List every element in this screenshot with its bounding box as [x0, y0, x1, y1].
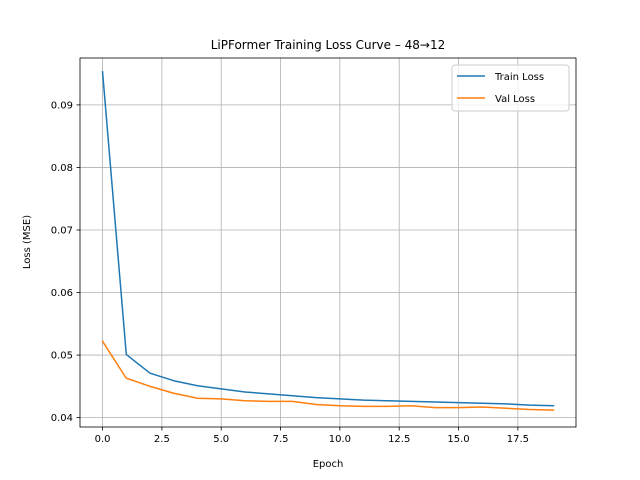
y-tick-label: 0.08 [51, 163, 73, 174]
legend: Train Loss Val Loss [451, 64, 570, 112]
x-tick-label: 5.0 [213, 434, 229, 445]
x-axis-label: Epoch [313, 459, 344, 470]
grid-lines [80, 58, 576, 427]
series-lines [101, 70, 555, 411]
legend-label-train-loss: Train Loss [494, 72, 544, 83]
axis-ticks: 0.0 2.5 5.0 7.5 10.0 12.5 15.0 17.5 0.04 0.05 0.06… [51, 100, 529, 445]
legend-label-val-loss: Val Loss [495, 94, 535, 105]
x-tick-label: 7.5 [273, 434, 289, 445]
x-tick-label: 17.5 [507, 434, 529, 445]
x-tick-label: 0.0 [95, 434, 111, 445]
series-line-val-loss [101, 340, 555, 411]
y-tick-label: 0.05 [51, 351, 73, 362]
y-tick-label: 0.06 [51, 288, 73, 299]
y-tick-label: 0.04 [51, 413, 73, 424]
series-line-train-loss [101, 70, 555, 407]
x-tick-label: 12.5 [388, 434, 410, 445]
plot-frame [79, 57, 577, 428]
y-axis-label: Loss (MSE) [22, 215, 33, 269]
x-tick-label: 15.0 [447, 434, 469, 445]
x-tick-label: 2.5 [154, 434, 170, 445]
x-tick-label: 10.0 [329, 434, 351, 445]
chart-title: LiPFormer Training Loss Curve – 48→12 [211, 38, 446, 52]
y-tick-label: 0.07 [51, 225, 73, 236]
y-tick-label: 0.09 [51, 100, 73, 111]
